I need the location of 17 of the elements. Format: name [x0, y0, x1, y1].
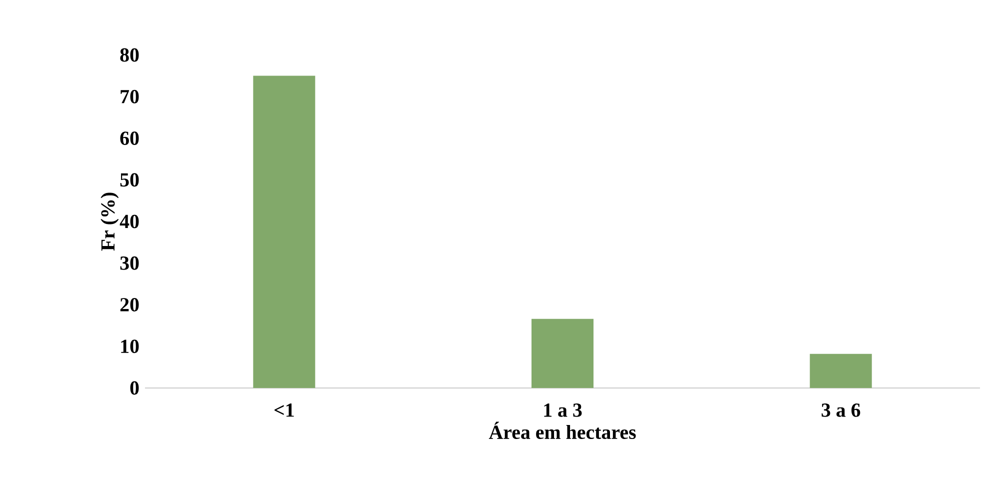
- y-tick-label: 0: [130, 381, 139, 395]
- y-tick-label: 80: [120, 48, 139, 62]
- x-axis-title: Área em hectares: [488, 422, 636, 440]
- y-axis-title: Fr (%): [100, 192, 119, 251]
- y-tick-label: 60: [120, 132, 139, 145]
- bar: [810, 354, 872, 388]
- y-tick-label: 30: [120, 256, 139, 270]
- x-tick-label: 3 a 6: [822, 404, 860, 417]
- y-tick-label: 50: [120, 173, 139, 187]
- x-tick-label: <1: [274, 404, 294, 417]
- y-tick-label: 40: [120, 214, 139, 228]
- bar: [253, 76, 316, 388]
- y-tick-label: 10: [121, 340, 139, 354]
- y-tick-label: 20: [120, 298, 139, 312]
- x-tick-label: 1 a 3: [544, 404, 582, 417]
- bar: [532, 318, 594, 388]
- y-tick-label: 70: [120, 90, 139, 104]
